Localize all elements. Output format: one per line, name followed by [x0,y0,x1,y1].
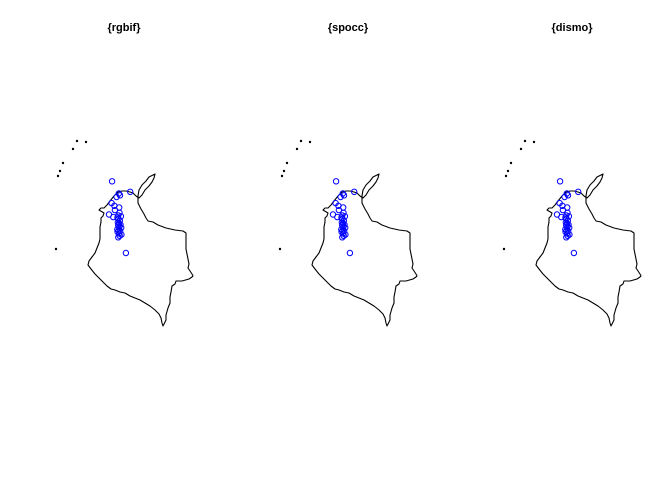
occurrence-point [564,232,571,240]
island-marker [532,140,536,144]
island-marker [523,139,527,143]
island-marker [506,169,510,173]
occurrence-point [340,192,348,199]
occurrence-point [570,249,578,257]
island-marker [58,169,62,173]
occurrence-point [113,193,120,201]
occurrence-point [346,249,354,257]
occurrence-point [332,178,340,185]
map-panel-spocc: {spocc} [278,22,418,327]
occurrence-point [337,193,344,201]
occurrence-point [122,249,130,257]
island-marker [519,147,523,151]
occurrence-point [351,188,358,196]
island-marker [278,247,282,251]
island-marker [509,161,513,165]
island-marker [502,247,506,251]
country-outline [535,173,642,327]
occurrence-point [116,232,123,240]
occurrence-point [563,215,570,223]
island-marker [61,161,65,165]
occurrence-point [564,192,572,199]
occurrence-point [116,192,124,199]
island-marker [54,247,58,251]
island-marker [71,147,75,151]
island-marker [280,174,284,178]
country-outline [87,173,194,327]
occurrence-point [127,188,134,196]
occurrence-point [339,215,346,223]
occurrence-point [575,188,582,196]
map-panel-dismo: {dismo} [502,22,642,327]
occurrence-point [115,234,122,241]
country-outline [311,173,418,327]
island-marker [56,174,60,178]
occurrence-point [108,178,116,185]
occurrence-point [563,234,570,241]
island-marker [285,161,289,165]
occurrence-point [115,215,122,223]
panel-title-dismo: {dismo} [552,22,594,34]
panel-title-spocc: {spocc} [328,22,369,34]
occurrence-point [340,232,347,240]
island-marker [504,174,508,178]
island-marker [295,147,299,151]
occurrence-point [556,178,564,185]
island-marker [308,140,312,144]
map-panel-rgbif: {rgbif} [54,22,194,327]
island-marker [282,169,286,173]
occurrence-point [339,234,346,241]
island-marker [299,139,303,143]
panel-title-rgbif: {rgbif} [108,22,142,34]
island-marker [75,139,79,143]
island-marker [84,140,88,144]
occurrence-point [561,193,568,201]
